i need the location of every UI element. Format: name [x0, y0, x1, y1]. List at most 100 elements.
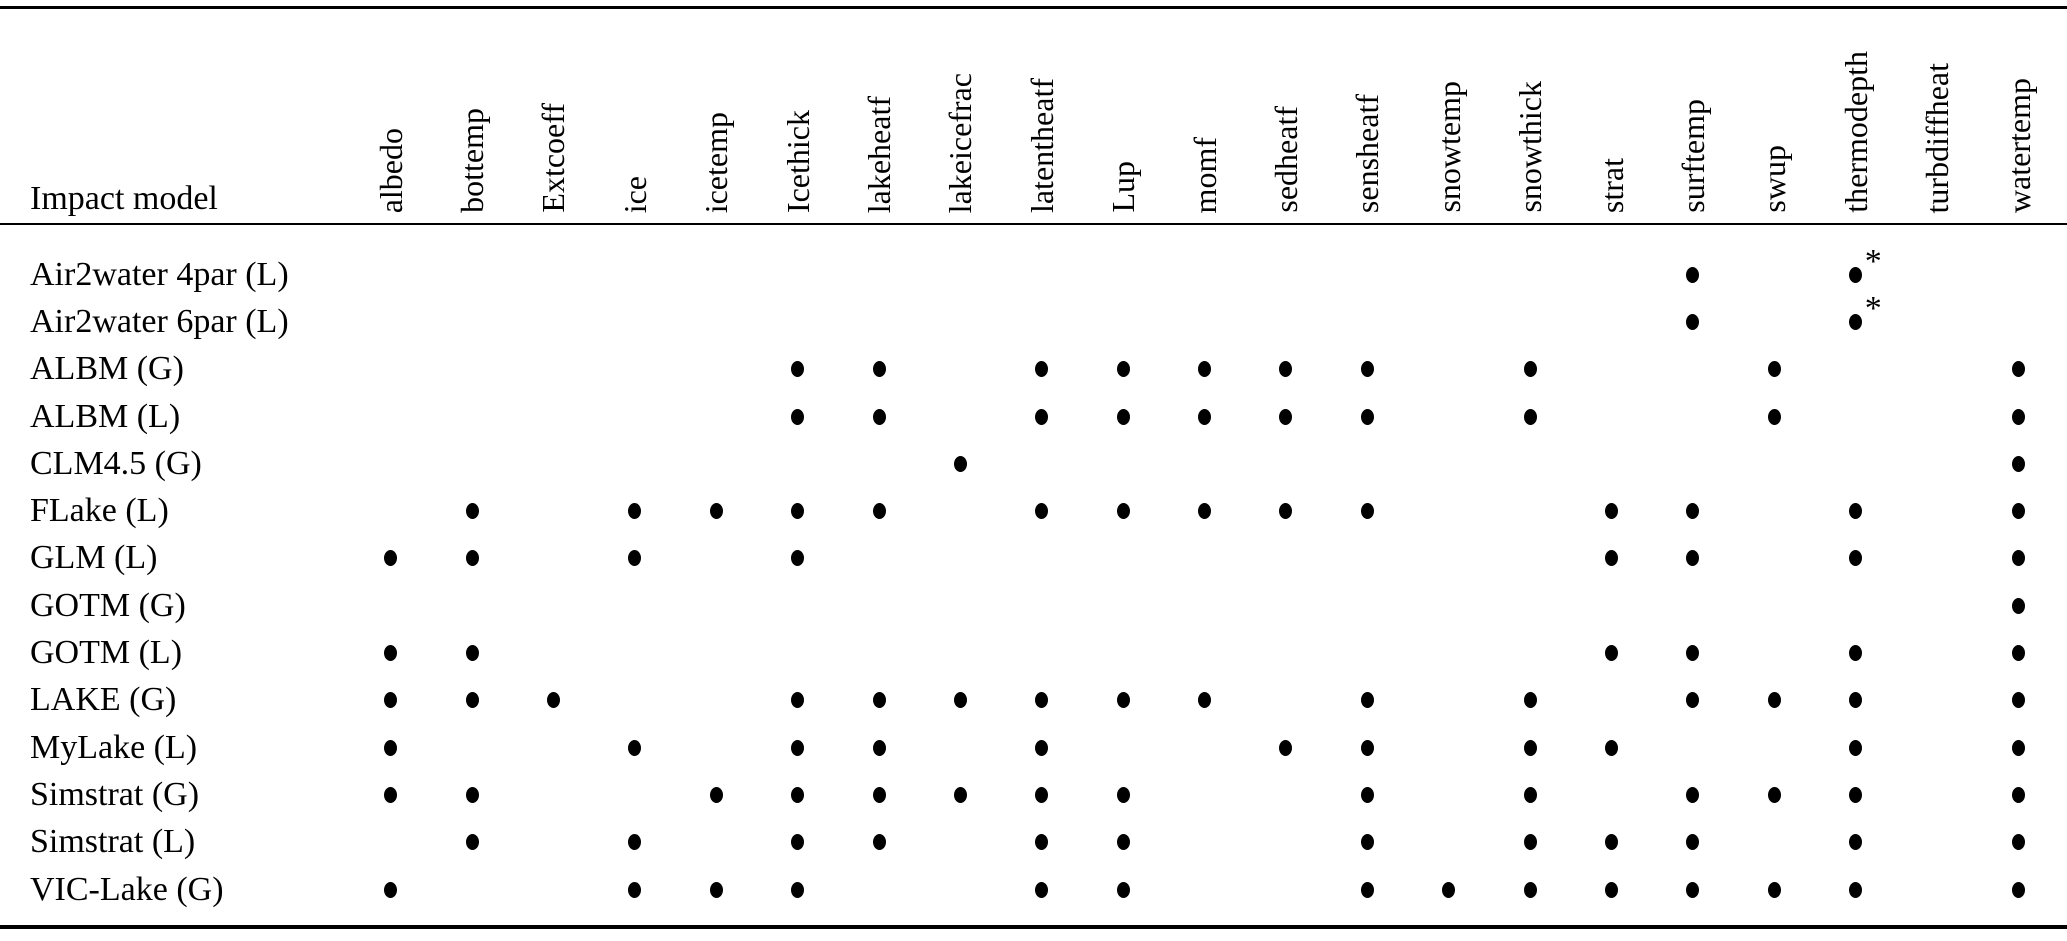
cell-watertemp [1978, 771, 2059, 818]
cell-sedheatf [1245, 866, 1326, 913]
cell-latentheatf [1001, 393, 1082, 440]
cell-lakeicefrac [920, 487, 1001, 534]
dot-marker [1035, 408, 1049, 425]
dot-marker [791, 692, 805, 709]
column-header-lakeicefrac: lakeicefrac [920, 73, 1001, 223]
dot-marker [1035, 361, 1049, 378]
cell-Lup [1083, 393, 1164, 440]
table-row: Simstrat (G) [0, 771, 2067, 818]
dot-marker [791, 739, 805, 756]
dot-marker [872, 692, 886, 709]
cell-turbdiffheat [1896, 487, 1977, 534]
column-header-Extcoeff: Extcoeff [513, 103, 594, 223]
cell-thermodepth [1815, 866, 1896, 913]
cell-bottemp [431, 629, 512, 676]
cell-sedheatf [1245, 724, 1326, 771]
row-label: Air2water 6par (L) [30, 302, 289, 340]
column-header-label: lakeheatf [861, 95, 898, 213]
column-header-label: snowthick [1512, 81, 1549, 213]
cell-strat [1571, 819, 1652, 866]
dot-marker [384, 645, 398, 662]
dot-marker [628, 881, 642, 898]
cell-Lup [1083, 251, 1164, 298]
cell-surftemp [1652, 677, 1733, 724]
cell-ice [594, 298, 675, 345]
cell-icetemp [676, 346, 757, 393]
cell-Icethick [757, 251, 838, 298]
cell-thermodepth [1815, 771, 1896, 818]
cell-turbdiffheat [1896, 251, 1977, 298]
dot-marker [1523, 739, 1537, 756]
cell-surftemp [1652, 440, 1733, 487]
cell-latentheatf [1001, 771, 1082, 818]
cell-Extcoeff [513, 251, 594, 298]
dot-marker [872, 408, 886, 425]
cell-albedo [350, 866, 431, 913]
cell-ice [594, 677, 675, 724]
cell-snowthick [1489, 298, 1570, 345]
cell-Extcoeff [513, 629, 594, 676]
cell-Extcoeff [513, 346, 594, 393]
cell-strat [1571, 771, 1652, 818]
dot-marker [1686, 313, 1700, 330]
cell-lakeicefrac [920, 298, 1001, 345]
cell-latentheatf [1001, 582, 1082, 629]
cell-momf [1164, 487, 1245, 534]
column-header-thermodepth: thermodepth [1815, 51, 1896, 223]
cell-bottemp [431, 819, 512, 866]
cell-lakeicefrac [920, 629, 1001, 676]
dot-marker [2012, 503, 2025, 520]
cell-lakeicefrac [920, 440, 1001, 487]
cell-strat [1571, 629, 1652, 676]
cell-momf [1164, 298, 1245, 345]
cell-swup [1734, 393, 1815, 440]
cell-sedheatf [1245, 393, 1326, 440]
cell-swup [1734, 819, 1815, 866]
dot-marker [1198, 361, 1212, 378]
cell-sensheatf [1327, 393, 1408, 440]
cell-surftemp [1652, 393, 1733, 440]
footnote-star: * [1864, 243, 1882, 280]
dot-marker [791, 503, 805, 520]
dot-marker [1035, 739, 1049, 756]
dot-marker [1605, 550, 1619, 567]
cell-Lup [1083, 866, 1164, 913]
cell-thermodepth [1815, 346, 1896, 393]
cell-Extcoeff [513, 535, 594, 582]
cell-icetemp [676, 819, 757, 866]
dot-marker [465, 645, 479, 662]
cell-snowthick [1489, 582, 1570, 629]
dot-marker [2012, 881, 2025, 898]
cell-ice [594, 251, 675, 298]
cell-sedheatf [1245, 629, 1326, 676]
dot-marker [1279, 361, 1293, 378]
cell-snowthick [1489, 819, 1570, 866]
dot-marker [709, 881, 723, 898]
dot-marker [1198, 503, 1212, 520]
cell-lakeicefrac [920, 677, 1001, 724]
row-label: VIC-Lake (G) [30, 870, 224, 908]
cell-swup [1734, 440, 1815, 487]
dot-marker [384, 881, 398, 898]
cell-watertemp [1978, 251, 2059, 298]
cell-watertemp [1978, 582, 2059, 629]
cell-snowthick [1489, 677, 1570, 724]
dot-marker [1523, 881, 1537, 898]
variable-column-headers: albedo bottemp Extcoeff ice icetemp Icethick l… [350, 9, 2067, 223]
dot-marker [1360, 503, 1374, 520]
cell-snowtemp [1408, 724, 1489, 771]
cell-thermodepth: * [1815, 245, 1896, 298]
dot-marker [465, 503, 479, 520]
cell-turbdiffheat [1896, 346, 1977, 393]
column-header-label: latentheatf [1023, 77, 1060, 213]
dot-marker [1116, 408, 1130, 425]
row-label: MyLake (L) [30, 728, 198, 766]
cell-Lup [1083, 677, 1164, 724]
row-label: Air2water 4par (L) [30, 255, 289, 293]
cell-watertemp [1978, 487, 2059, 534]
cell-sedheatf [1245, 487, 1326, 534]
dot-marker [791, 834, 805, 851]
cell-lakeicefrac [920, 535, 1001, 582]
cell-thermodepth [1815, 819, 1896, 866]
